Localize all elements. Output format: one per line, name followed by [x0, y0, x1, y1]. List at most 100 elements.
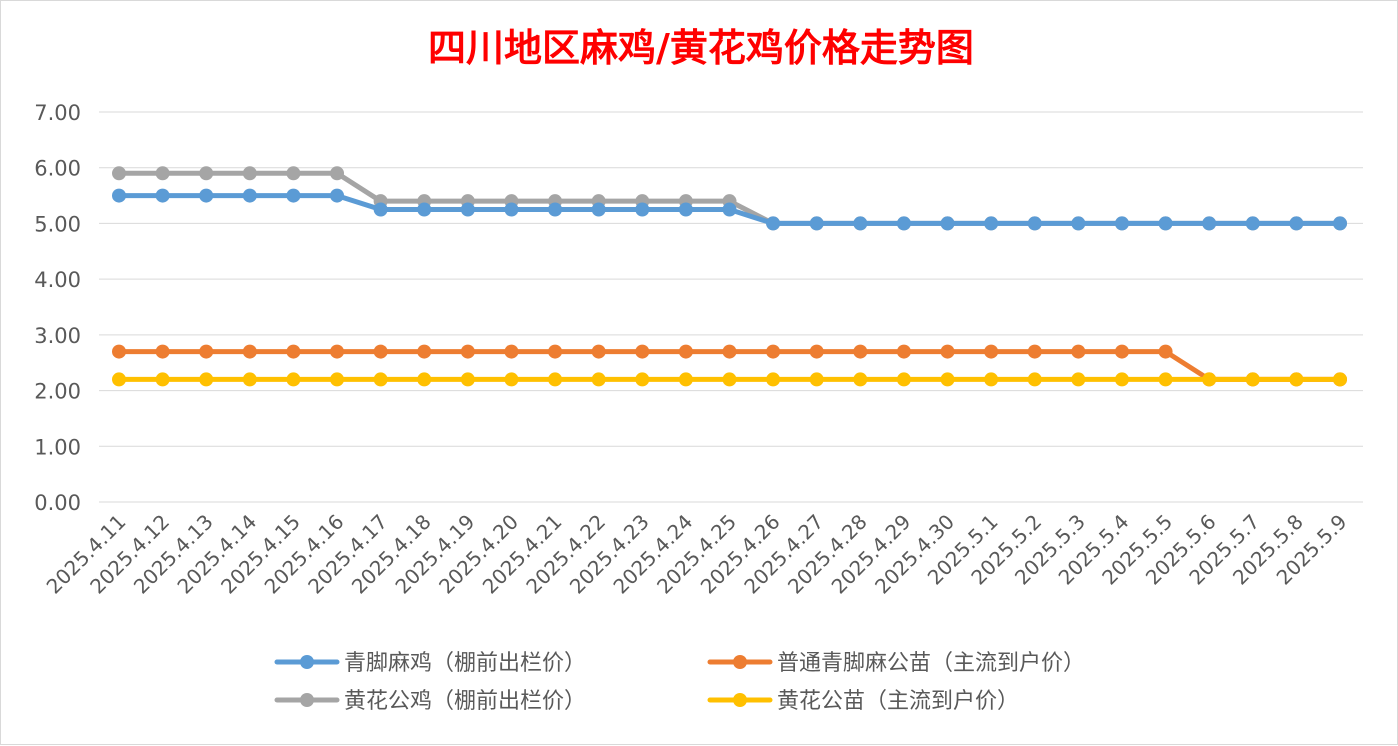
y-tick-label: 4.00: [34, 268, 81, 292]
data-point: [155, 344, 170, 359]
legend-label: 青脚麻鸡（棚前出栏价）: [344, 651, 586, 676]
chart-title: 四川地区麻鸡/黄花鸡价格走势图: [428, 25, 974, 70]
data-point: [1245, 372, 1260, 387]
data-point: [504, 344, 519, 359]
data-point: [766, 216, 781, 231]
data-point: [1245, 216, 1260, 231]
legend-label: 普通青脚麻公苗（主流到户价）: [777, 651, 1085, 676]
data-point: [678, 372, 693, 387]
data-point: [330, 188, 345, 203]
data-point: [591, 372, 606, 387]
data-point: [809, 344, 824, 359]
data-point: [242, 166, 257, 181]
data-point: [460, 202, 475, 217]
data-point: [984, 216, 999, 231]
data-point: [591, 202, 606, 217]
data-point: [373, 344, 388, 359]
data-point: [766, 372, 781, 387]
data-point: [1071, 216, 1086, 231]
data-point: [678, 344, 693, 359]
y-tick-label: 6.00: [34, 157, 81, 181]
data-point: [504, 372, 519, 387]
y-axis-ticks: 0.00 1.00 2.00 3.00 4.00 5.00 6.00 7.00: [34, 101, 81, 515]
y-tick-label: 2.00: [34, 380, 81, 404]
series-3: [112, 372, 1347, 387]
data-point: [1333, 372, 1347, 387]
data-point: [417, 202, 432, 217]
data-point: [286, 372, 301, 387]
data-point: [112, 188, 126, 203]
x-axis-ticks: 2025.4.112025.4.122025.4.132025.4.142025…: [42, 510, 1352, 599]
y-tick-label: 1.00: [34, 435, 81, 459]
data-point: [112, 372, 126, 387]
data-point: [373, 372, 388, 387]
data-point: [896, 344, 911, 359]
data-point: [1027, 372, 1042, 387]
data-point: [286, 166, 301, 181]
data-point: [155, 188, 170, 203]
data-point: [504, 202, 519, 217]
data-point: [1202, 372, 1217, 387]
data-point: [242, 344, 257, 359]
data-point: [199, 188, 214, 203]
data-point: [1158, 216, 1173, 231]
data-point: [722, 344, 737, 359]
data-point: [809, 216, 824, 231]
data-point: [286, 344, 301, 359]
data-point: [766, 344, 781, 359]
data-point: [460, 344, 475, 359]
legend-swatch-marker: [300, 655, 314, 669]
data-point: [112, 166, 126, 181]
data-point: [330, 344, 345, 359]
y-tick-label: 3.00: [34, 324, 81, 348]
legend-label: 黄花公苗（主流到户价）: [777, 689, 1019, 714]
data-point: [984, 372, 999, 387]
legend-item: 黄花公鸡（棚前出栏价）: [274, 689, 586, 714]
data-point: [1289, 372, 1304, 387]
grid-lines: [99, 111, 1363, 503]
data-point: [1114, 372, 1129, 387]
data-point: [1114, 344, 1129, 359]
data-point: [1114, 216, 1129, 231]
data-point: [548, 372, 563, 387]
data-point: [417, 372, 432, 387]
legend-item: 黄花公苗（主流到户价）: [707, 689, 1019, 714]
data-point: [1027, 216, 1042, 231]
data-point: [1158, 372, 1173, 387]
data-point: [1027, 344, 1042, 359]
data-point: [460, 372, 475, 387]
data-point: [417, 344, 432, 359]
legend-item: 普通青脚麻公苗（主流到户价）: [707, 651, 1085, 676]
y-tick-label: 0.00: [34, 491, 81, 515]
chart-legend: 青脚麻鸡（棚前出栏价） 普通青脚麻公苗（主流到户价） 黄花公鸡（棚前出栏价） 黄花公苗…: [274, 651, 1085, 714]
data-point: [155, 166, 170, 181]
data-point: [548, 202, 563, 217]
legend-item: 青脚麻鸡（棚前出栏价）: [274, 651, 586, 676]
data-point: [940, 372, 955, 387]
data-point: [1158, 344, 1173, 359]
data-point: [199, 344, 214, 359]
series-0: [112, 188, 1347, 231]
data-point: [896, 216, 911, 231]
data-point: [1202, 216, 1217, 231]
data-point: [896, 372, 911, 387]
data-point: [330, 166, 345, 181]
data-point: [242, 188, 257, 203]
data-point: [155, 372, 170, 387]
data-point: [853, 216, 868, 231]
data-point: [678, 202, 693, 217]
data-point: [984, 344, 999, 359]
y-tick-label: 5.00: [34, 212, 81, 236]
data-point: [635, 372, 650, 387]
legend-swatch-marker: [300, 693, 314, 707]
data-point: [199, 166, 214, 181]
series-1: [112, 344, 1347, 387]
data-point: [242, 372, 257, 387]
data-point: [1071, 344, 1086, 359]
data-point: [853, 372, 868, 387]
legend-swatch-marker: [733, 655, 747, 669]
data-point: [722, 372, 737, 387]
data-point: [635, 344, 650, 359]
